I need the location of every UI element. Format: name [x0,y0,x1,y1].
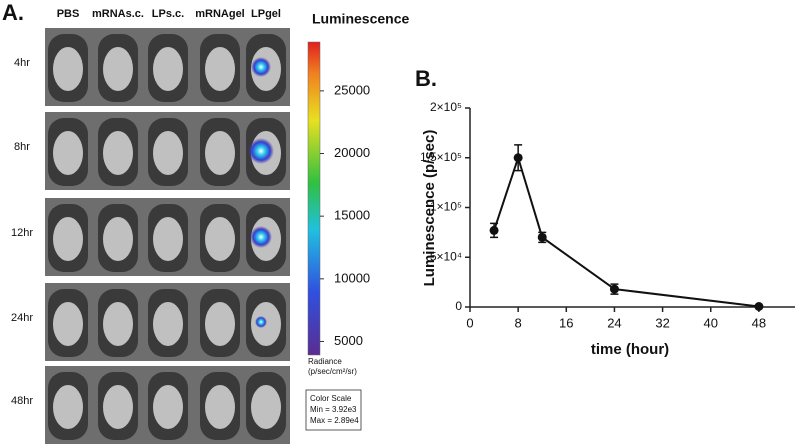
x-tick-label: 40 [704,315,718,330]
x-tick-label: 32 [655,315,669,330]
column-label: mRNAgel [195,8,245,20]
row-label: 48hr [11,395,33,407]
mouse-belly [153,217,183,261]
signal-spot [250,226,272,248]
colorbar-tick-label: 5000 [334,333,363,348]
colorbar-tick-label: 20000 [334,145,370,160]
data-point [609,284,619,294]
mouse-belly [53,131,83,175]
color-bar [307,41,321,356]
y-tick-label: 0 [455,299,462,313]
panel-label: A. [2,0,24,25]
image-grid [45,28,290,444]
mouse-belly [103,217,133,261]
mouse-belly [103,385,133,429]
data-point [513,153,523,163]
colorbar-tick-label: 25000 [334,82,370,97]
row-label: 4hr [14,57,30,69]
signal-spot [255,316,267,328]
row-label: 24hr [11,312,33,324]
signal-spot [248,138,274,164]
y-tick-label: 1×10⁵ [430,200,462,214]
mouse-belly [205,302,235,346]
mouse-belly [53,385,83,429]
colorbar-tick-label: 15000 [334,208,370,223]
colorbar-tick-label: 10000 [334,270,370,285]
scale-text: Color Scale [310,394,352,403]
mouse-belly [251,385,281,429]
mouse-belly [103,47,133,91]
mouse-belly [205,217,235,261]
y-tick-label: 5×10⁴ [430,249,462,263]
column-label: LPs.c. [152,8,184,20]
colorbar-unit: (p/sec/cm²/sr) [308,367,357,376]
mouse-belly [153,47,183,91]
mouse-belly [53,302,83,346]
scale-text: Min = 3.92e3 [310,405,357,414]
row-label: 8hr [14,141,30,153]
x-tick-label: 8 [515,315,522,330]
data-line [493,154,760,308]
scale-box [305,389,362,431]
mouse-belly [53,217,83,261]
mouse-belly [103,131,133,175]
mouse-belly [153,302,183,346]
column-label: PBS [57,8,80,20]
data-point [489,225,499,235]
x-tick-label: 0 [466,315,473,330]
signal-spot [251,57,271,77]
mouse-belly [205,131,235,175]
mouse-belly [153,385,183,429]
data-point [754,302,764,312]
x-tick-label: 24 [607,315,621,330]
y-tick-label: 2×10⁵ [430,100,462,114]
y-axis-label: Luminescence (p/sec) [421,130,438,287]
column-label: mRNAs.c. [92,8,144,20]
data-point [537,232,547,242]
mouse-belly [53,47,83,91]
mouse-belly [205,385,235,429]
scale-text: Max = 2.89e4 [310,416,359,425]
x-axis-label: time (hour) [591,341,669,358]
y-tick-label: 1.5×10⁵ [420,150,462,164]
x-tick-label: 48 [752,315,766,330]
row-label: 12hr [11,227,33,239]
colorbar-title: Luminescence [312,11,409,27]
mouse-belly [153,131,183,175]
mouse-belly [103,302,133,346]
colorbar-unit: Radiance [308,357,342,366]
panel-label: B. [415,66,437,91]
column-label: LPgel [251,8,281,20]
x-tick-label: 16 [559,315,573,330]
mouse-belly [205,47,235,91]
